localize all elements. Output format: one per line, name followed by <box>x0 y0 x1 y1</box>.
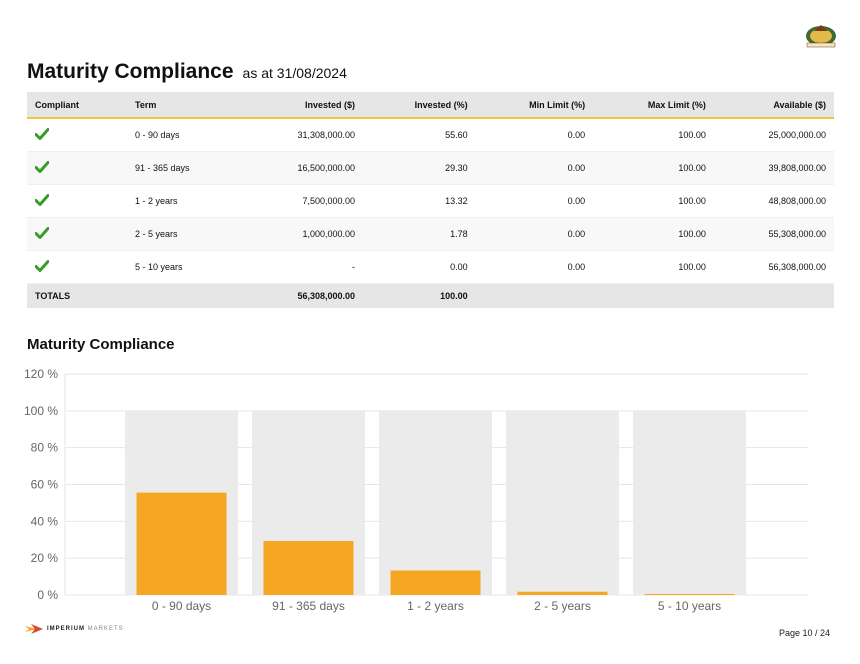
invested-cell: - <box>243 250 364 284</box>
term-cell: 0 - 90 days <box>127 118 243 152</box>
col-available: Available ($) <box>713 92 834 119</box>
totals-term-empty <box>127 283 243 308</box>
term-cell: 2 - 5 years <box>127 217 243 251</box>
col-max-limit: Max Limit (%) <box>593 92 714 119</box>
check-icon <box>35 161 49 173</box>
limit-band <box>506 410 619 595</box>
min-limit-cell: 0.00 <box>475 217 594 251</box>
compliant-cell <box>27 151 127 185</box>
table-header-row: Compliant Term Invested ($) Invested (%)… <box>27 92 834 119</box>
totals-empty <box>593 283 714 308</box>
maturity-compliance-chart: 0 % 20 % 40 % 60 % 80 % 100 % 120 % 0 - 90 days… <box>24 367 808 613</box>
table-row: 1 - 2 years 7,500,000.00 13.32 0.00 100.… <box>27 184 834 218</box>
invested-cell: 1,000,000.00 <box>243 217 364 251</box>
min-limit-cell: 0.00 <box>475 250 594 284</box>
y-tick-label: 20 % <box>31 551 59 565</box>
table-row: 0 - 90 days 31,308,000.00 55.60 0.00 100… <box>27 118 834 152</box>
invested-pct-cell: 0.00 <box>363 250 476 284</box>
max-limit-cell: 100.00 <box>593 217 714 251</box>
council-seal-logo <box>806 25 836 48</box>
col-invested: Invested ($) <box>243 92 364 119</box>
term-cell: 1 - 2 years <box>127 184 243 218</box>
totals-row: TOTALS 56,308,000.00 100.00 <box>27 283 834 308</box>
term-cell: 5 - 10 years <box>127 250 243 284</box>
check-icon <box>35 194 49 206</box>
bar <box>644 594 735 595</box>
col-compliant: Compliant <box>27 92 127 119</box>
totals-label: TOTALS <box>27 283 127 308</box>
y-tick-label: 120 % <box>24 367 58 381</box>
page-number: Page 10 / 24 <box>778 628 830 638</box>
y-tick-label: 0 % <box>37 588 58 602</box>
max-limit-cell: 100.00 <box>593 151 714 185</box>
min-limit-cell: 0.00 <box>475 151 594 185</box>
invested-pct-cell: 13.32 <box>363 184 476 218</box>
invested-cell: 7,500,000.00 <box>243 184 364 218</box>
totals-invested: 56,308,000.00 <box>243 283 364 308</box>
min-limit-cell: 0.00 <box>475 118 594 152</box>
maturity-compliance-table: Compliant Term Invested ($) Invested (%)… <box>27 92 834 308</box>
bar <box>517 591 608 595</box>
invested-cell: 31,308,000.00 <box>243 118 364 152</box>
available-cell: 48,808,000.00 <box>713 184 834 218</box>
compliant-cell <box>27 118 127 152</box>
invested-pct-cell: 1.78 <box>363 217 476 251</box>
compliant-cell <box>27 184 127 218</box>
max-limit-cell: 100.00 <box>593 250 714 284</box>
y-tick-label: 40 % <box>31 514 59 528</box>
available-cell: 55,308,000.00 <box>713 217 834 251</box>
bar <box>263 541 354 595</box>
y-tick-label: 100 % <box>24 404 58 418</box>
invested-pct-cell: 55.60 <box>363 118 476 152</box>
imperium-markets-logo: IMPERIUM MARKETS <box>25 624 124 634</box>
available-cell: 56,308,000.00 <box>713 250 834 284</box>
x-tick-label: 0 - 90 days <box>152 599 211 613</box>
term-cell: 91 - 365 days <box>127 151 243 185</box>
x-tick-label: 1 - 2 years <box>407 599 464 613</box>
check-icon <box>35 260 49 272</box>
min-limit-cell: 0.00 <box>475 184 594 218</box>
y-tick-label: 80 % <box>31 441 59 455</box>
check-icon <box>35 227 49 239</box>
title-main: Maturity Compliance <box>27 60 234 83</box>
x-tick-label: 2 - 5 years <box>534 599 591 613</box>
limit-band <box>379 410 492 595</box>
x-tick-label: 5 - 10 years <box>658 599 721 613</box>
imperium-logo-icon <box>25 624 43 634</box>
invested-pct-cell: 29.30 <box>363 151 476 185</box>
invested-cell: 16,500,000.00 <box>243 151 364 185</box>
table-row: 5 - 10 years - 0.00 0.00 100.00 56,308,0… <box>27 250 834 284</box>
bar <box>390 570 481 595</box>
totals-invested-pct: 100.00 <box>363 283 476 308</box>
table-row: 91 - 365 days 16,500,000.00 29.30 0.00 1… <box>27 151 834 185</box>
bar <box>136 492 227 595</box>
compliant-cell <box>27 217 127 251</box>
y-tick-label: 60 % <box>31 478 59 492</box>
table-row: 2 - 5 years 1,000,000.00 1.78 0.00 100.0… <box>27 217 834 251</box>
totals-empty <box>713 283 834 308</box>
max-limit-cell: 100.00 <box>593 118 714 152</box>
check-icon <box>35 128 49 140</box>
x-tick-label: 91 - 365 days <box>272 599 345 613</box>
available-cell: 39,808,000.00 <box>713 151 834 185</box>
max-limit-cell: 100.00 <box>593 184 714 218</box>
col-min-limit: Min Limit (%) <box>475 92 594 119</box>
title-date: as at 31/08/2024 <box>242 65 347 81</box>
col-invested-pct: Invested (%) <box>363 92 476 119</box>
page-title: Maturity Compliance as at 31/08/2024 <box>27 60 347 84</box>
col-term: Term <box>127 92 243 119</box>
chart-section-title: Maturity Compliance <box>27 336 175 353</box>
brand-name: IMPERIUM MARKETS <box>47 626 124 632</box>
limit-band <box>633 410 746 595</box>
compliant-cell <box>27 250 127 284</box>
available-cell: 25,000,000.00 <box>713 118 834 152</box>
totals-empty <box>475 283 594 308</box>
